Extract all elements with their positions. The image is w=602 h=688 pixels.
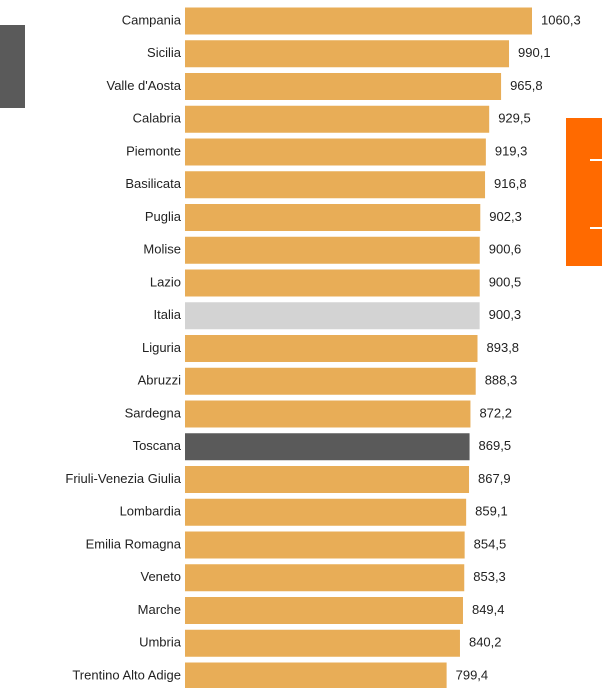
value-label: 1060,3 [541,12,581,27]
category-label: Liguria [142,340,182,355]
category-label: Emilia Romagna [86,536,182,551]
bar [185,269,480,297]
value-label: 919,3 [495,143,528,158]
category-label: Marche [138,602,181,617]
value-label: 872,2 [479,405,512,420]
bar [185,367,476,395]
value-label: 990,1 [518,45,551,60]
category-label: Calabria [133,111,182,126]
category-label: Campania [122,12,182,27]
category-label: Valle d'Aosta [106,78,181,93]
bar [185,629,460,657]
bar [185,597,463,624]
value-label: 849,4 [472,602,505,617]
bar [185,564,465,592]
bar [185,40,510,68]
bar [185,433,470,461]
bar [185,662,447,688]
category-label: Abruzzi [138,373,181,388]
category-label: Lombardia [120,504,182,519]
bar [185,73,502,100]
bar [185,531,465,559]
value-label: 867,9 [478,471,511,486]
bar [185,466,470,493]
value-label: 869,5 [479,438,512,453]
value-label: 929,5 [498,111,531,126]
category-label: Piemonte [126,143,181,158]
bar [185,138,486,166]
category-label: Friuli-Venezia Giulia [65,471,181,486]
category-label: Trentino Alto Adige [72,667,181,682]
category-label: Umbria [139,635,182,650]
side-panel [0,25,25,108]
bar [185,498,467,526]
value-label: 902,3 [489,209,522,224]
category-label: Italia [154,307,182,322]
bar [185,204,481,231]
bar [185,171,486,199]
bar [185,105,490,133]
category-label: Basilicata [125,176,181,191]
bar [185,236,480,264]
bar [185,335,478,362]
category-label: Toscana [133,438,182,453]
category-label: Veneto [141,569,182,584]
category-label: Puglia [145,209,182,224]
value-label: 900,5 [489,274,522,289]
bar [185,302,480,330]
value-label: 900,3 [489,307,522,322]
bar [185,7,532,35]
value-label: 854,5 [474,536,507,551]
value-label: 888,3 [485,373,518,388]
bar [185,400,471,428]
value-label: 965,8 [510,78,543,93]
value-label: 916,8 [494,176,527,191]
category-label: Sardegna [125,405,182,420]
value-label: 900,6 [489,242,522,257]
side-tab [566,118,602,266]
value-label: 859,1 [475,504,508,519]
category-label: Molise [143,242,181,257]
category-label: Sicilia [147,45,182,60]
value-label: 799,4 [456,667,489,682]
category-label: Lazio [150,274,181,289]
value-label: 893,8 [487,340,520,355]
value-label: 853,3 [473,569,506,584]
value-label: 840,2 [469,635,502,650]
